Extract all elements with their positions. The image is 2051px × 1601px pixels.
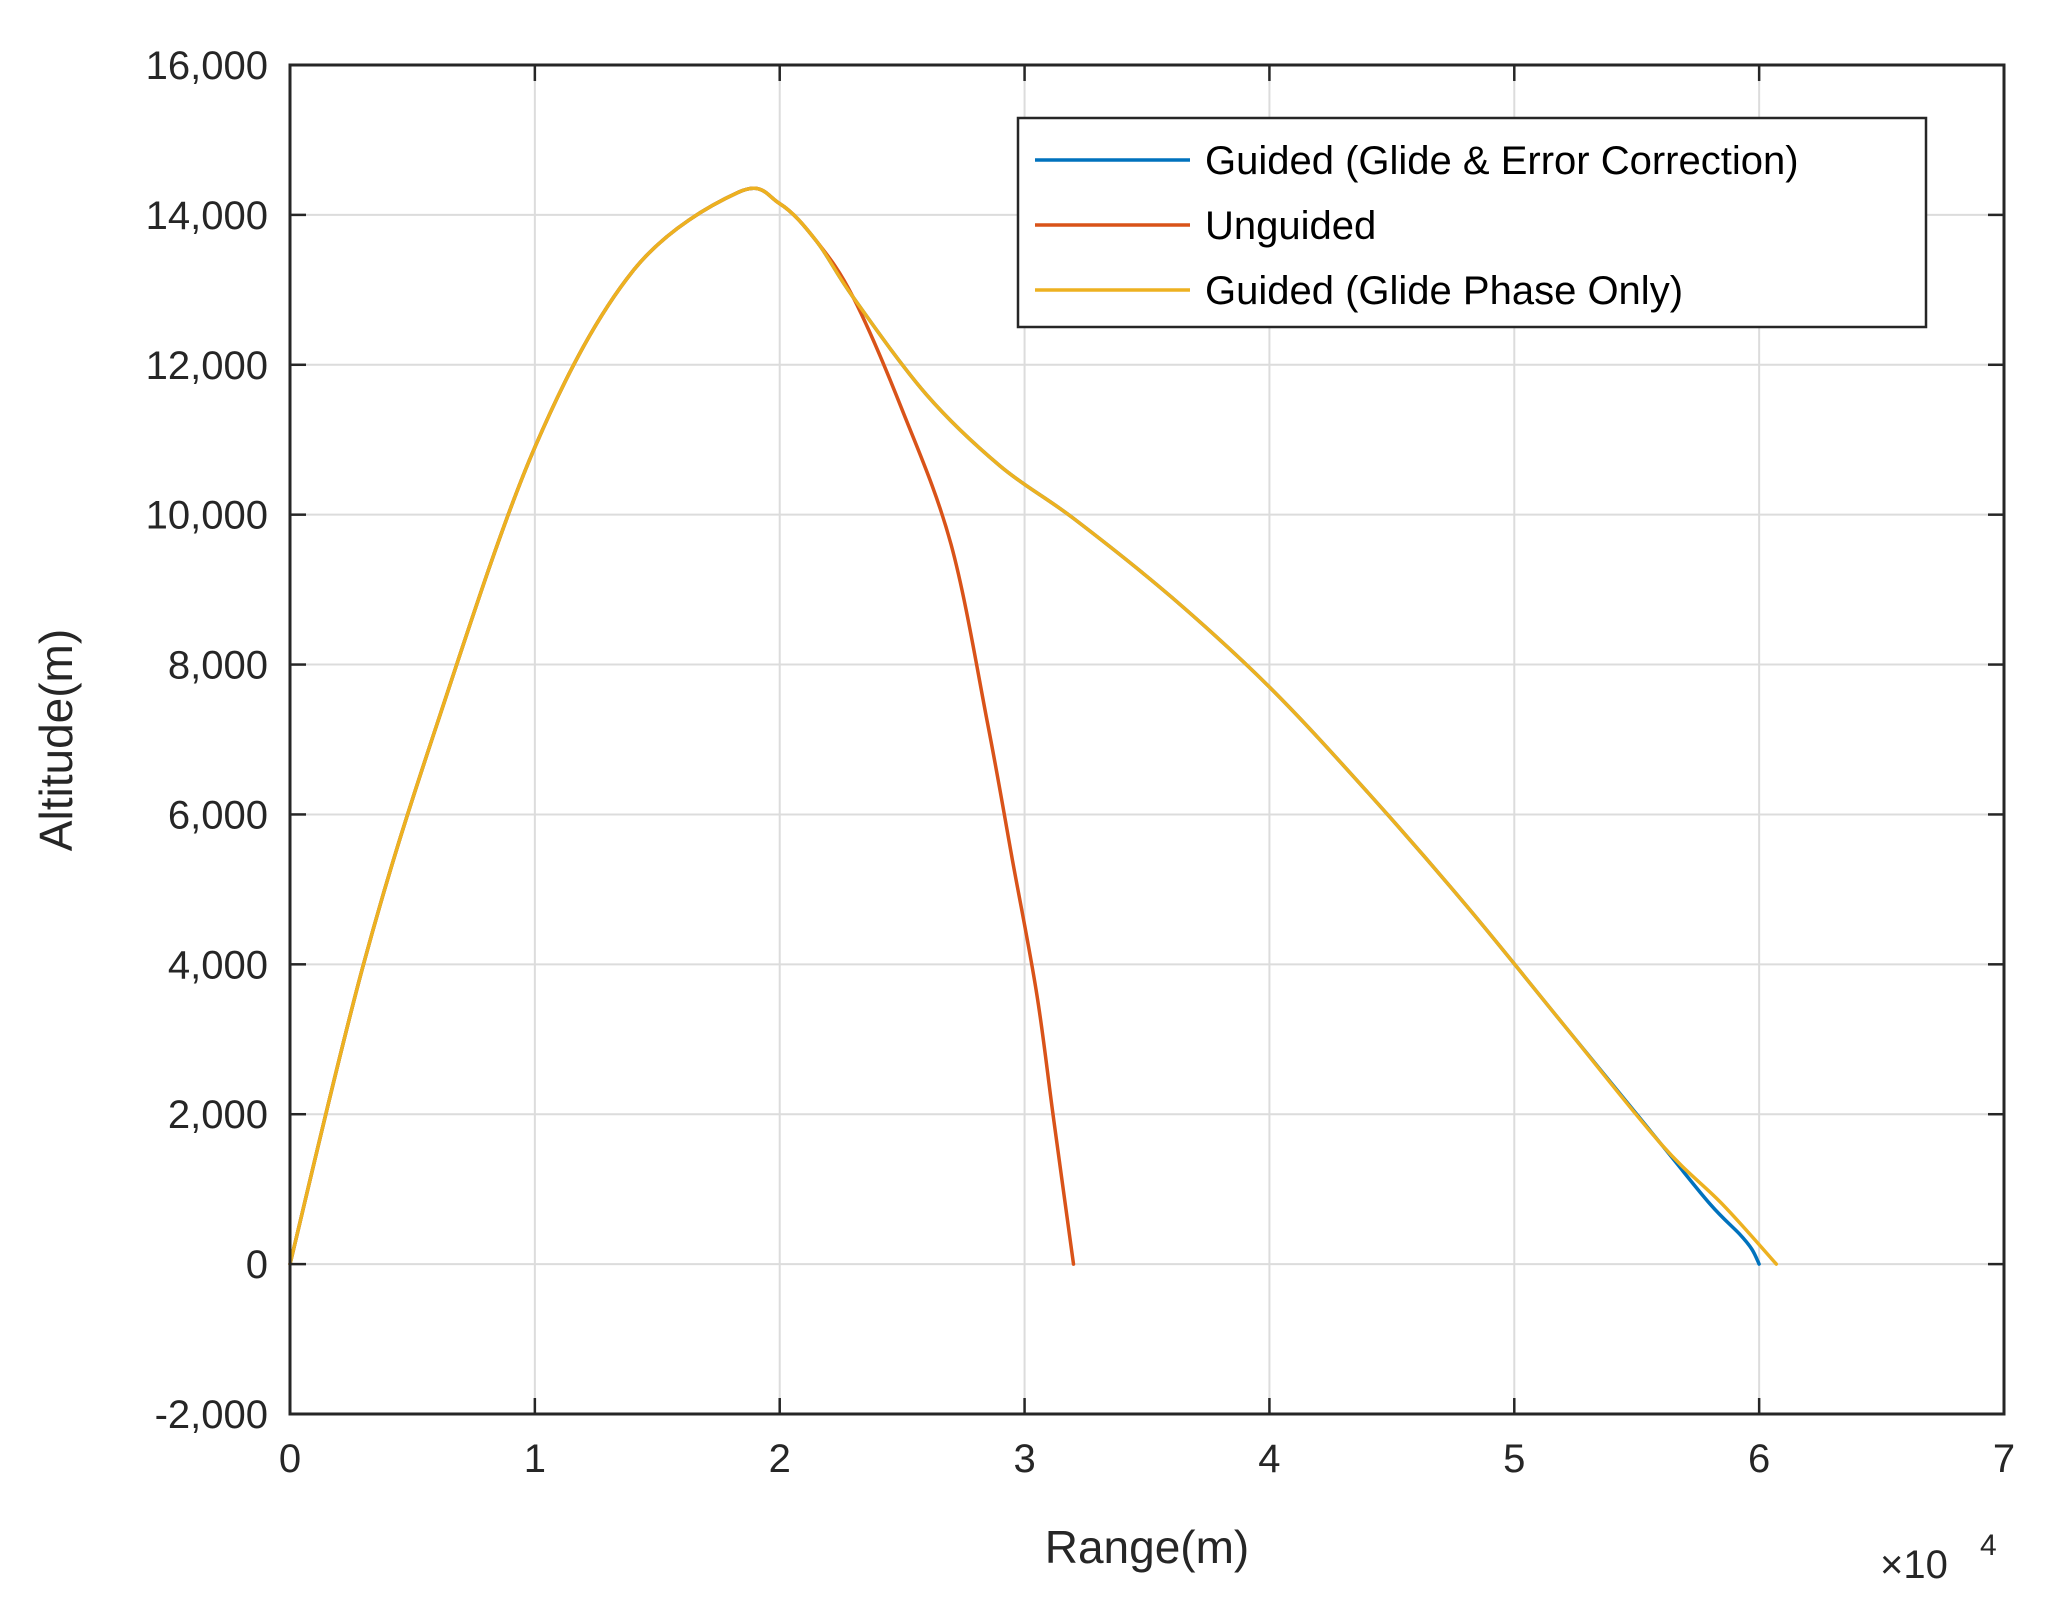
y-tick-label: 12,000 bbox=[146, 344, 268, 388]
x-tick-label: 0 bbox=[279, 1437, 301, 1481]
x-tick-label: 6 bbox=[1748, 1437, 1770, 1481]
tick-labels: 0 1 2 3 4 5 6 7-2,00002,0004,0006,0008,00010,00… bbox=[146, 44, 2015, 1481]
legend-box bbox=[1016, 116, 1928, 329]
y-tick-label: 8,000 bbox=[168, 644, 268, 688]
x-tick-label: 4 bbox=[1258, 1437, 1280, 1481]
y-tick-label: 10,000 bbox=[146, 494, 268, 538]
plot-frame bbox=[288, 63, 2006, 1416]
y-tick-label: 2,000 bbox=[168, 1093, 268, 1137]
y-axis-title: Altitude(m) bbox=[30, 629, 82, 851]
y-tick-label: 6,000 bbox=[168, 793, 268, 837]
legend-label-2: Guided (Glide Phase Only) bbox=[1205, 269, 1683, 313]
y-tick-label: 16,000 bbox=[146, 44, 268, 88]
x-tick-label: 1 bbox=[524, 1437, 546, 1481]
legend-label-0: Guided (Glide & Error Correction) bbox=[1205, 139, 1799, 183]
x-multiplier-base: ×10 bbox=[1880, 1543, 1948, 1587]
legend: Guided (Glide & Error Correction) Unguid… bbox=[1016, 116, 1928, 329]
series-line-guided-glide-phase-only bbox=[288, 186, 1779, 1266]
x-multiplier-exponent: 4 bbox=[1980, 1529, 1997, 1562]
x-tick-label: 3 bbox=[1013, 1437, 1035, 1481]
x-tick-label: 5 bbox=[1503, 1437, 1525, 1481]
legend-label-1: Unguided bbox=[1205, 204, 1376, 248]
x-tick-label: 7 bbox=[1993, 1437, 2015, 1481]
y-tick-label: 14,000 bbox=[146, 194, 268, 238]
x-tick-label: 2 bbox=[769, 1437, 791, 1481]
y-tick-label: 4,000 bbox=[168, 943, 268, 987]
y-tick-label: 0 bbox=[246, 1243, 268, 1287]
y-tick-label: -2,000 bbox=[155, 1393, 268, 1437]
x-axis-multiplier: ×10 4 bbox=[1880, 1529, 1997, 1587]
axis-ticks bbox=[288, 63, 2006, 1416]
series-layer bbox=[288, 186, 1779, 1266]
x-axis-title: Range(m) bbox=[1045, 1521, 1250, 1573]
